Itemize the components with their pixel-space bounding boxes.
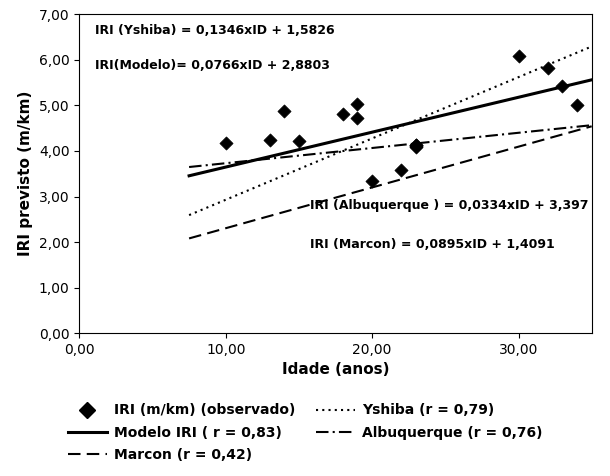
- Point: [572, 101, 582, 109]
- Point: [338, 110, 348, 118]
- Y-axis label: IRI previsto (m/km): IRI previsto (m/km): [18, 91, 34, 257]
- Text: IRI (Albuquerque ) = 0,0334xID + 3,397: IRI (Albuquerque ) = 0,0334xID + 3,397: [310, 199, 589, 212]
- Point: [265, 136, 274, 143]
- Point: [294, 137, 304, 145]
- Point: [411, 142, 421, 149]
- X-axis label: Idade (anos): Idade (anos): [282, 363, 389, 377]
- Point: [221, 139, 231, 147]
- Text: IRI (Yshiba) = 0,1346xID + 1,5826: IRI (Yshiba) = 0,1346xID + 1,5826: [95, 24, 334, 37]
- Point: [411, 142, 421, 149]
- Point: [353, 114, 362, 122]
- Point: [543, 64, 553, 72]
- Point: [279, 107, 289, 115]
- Legend: IRI (m/km) (observado), Modelo IRI ( r = 0,83), Marcon (r = 0,42), Yshiba (r = 0: IRI (m/km) (observado), Modelo IRI ( r =…: [61, 397, 549, 469]
- Point: [411, 143, 421, 150]
- Point: [353, 101, 362, 109]
- Text: IRI (Marcon) = 0,0895xID + 1,4091: IRI (Marcon) = 0,0895xID + 1,4091: [310, 238, 554, 250]
- Point: [396, 166, 406, 174]
- Point: [367, 177, 377, 184]
- Point: [514, 52, 523, 60]
- Point: [558, 82, 567, 90]
- Text: IRI(Modelo)= 0,0766xID + 2,8803: IRI(Modelo)= 0,0766xID + 2,8803: [95, 59, 329, 72]
- Point: [411, 143, 421, 151]
